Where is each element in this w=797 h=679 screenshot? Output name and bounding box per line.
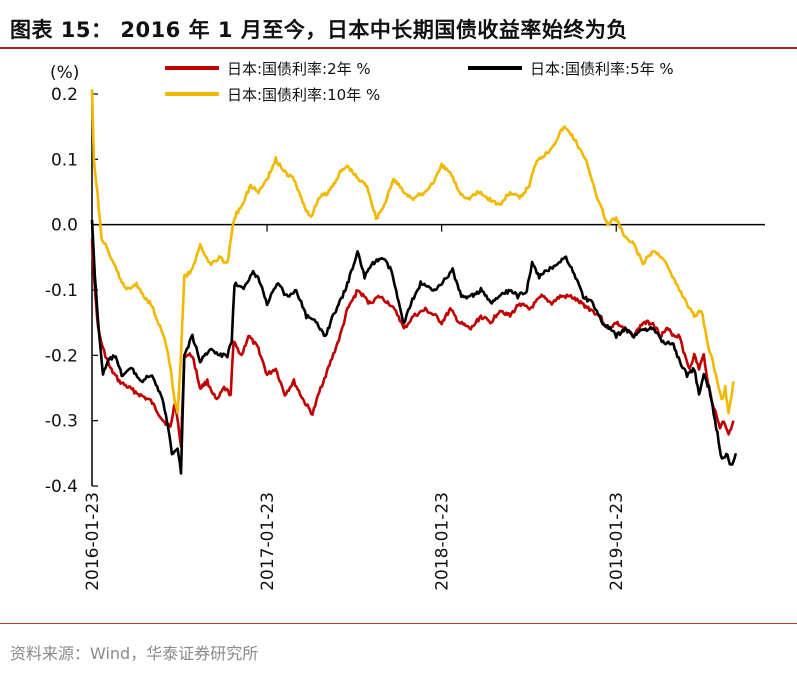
legend-label: 日本:国债利率:2年 % [227, 60, 371, 78]
y-tick-label: 0.0 [51, 216, 78, 236]
source-note: 资料来源：Wind，华泰证券研究所 [10, 644, 259, 663]
chart-title: 图表 15： 2016 年 1 月至今，日本中长期国债收益率始终为负 [10, 18, 628, 42]
x-tick-label: 2017-01-23 [258, 492, 278, 591]
series-lines [90, 89, 738, 475]
legend: 日本:国债利率:2年 % 日本:国债利率:5年 % 日本:国债利率:10年 % [165, 60, 674, 104]
x-tick-label: 2019-01-23 [607, 492, 627, 591]
title-divider [0, 47, 797, 49]
x-axis: 2016-01-23 2017-01-23 2018-01-23 2019-01-23 [83, 223, 765, 591]
x-tick-label: 2016-01-23 [83, 492, 103, 591]
y-tick-label: -0.4 [45, 477, 78, 497]
line-chart: 日本:国债利率:2年 % 日本:国债利率:5年 % 日本:国债利率:10年 % (%… [45, 60, 765, 591]
y-axis: 0.2 0.1 0.0 -0.1 -0.2 -0.3 -0.4 [45, 85, 98, 497]
y-axis-label: (%) [50, 63, 79, 83]
y-tick-label: -0.2 [45, 346, 78, 366]
series-line-2 [90, 219, 738, 475]
x-tick-label: 2018-01-23 [433, 492, 453, 591]
legend-label: 日本:国债利率:10年 % [227, 86, 380, 104]
footer-divider [0, 623, 797, 624]
y-tick-label: -0.1 [45, 281, 78, 301]
legend-label: 日本:国债利率:5年 % [530, 60, 674, 78]
y-tick-label: 0.2 [51, 85, 78, 105]
y-tick-label: -0.3 [45, 412, 78, 432]
series-line-3 [90, 89, 735, 415]
y-tick-label: 0.1 [51, 150, 78, 170]
